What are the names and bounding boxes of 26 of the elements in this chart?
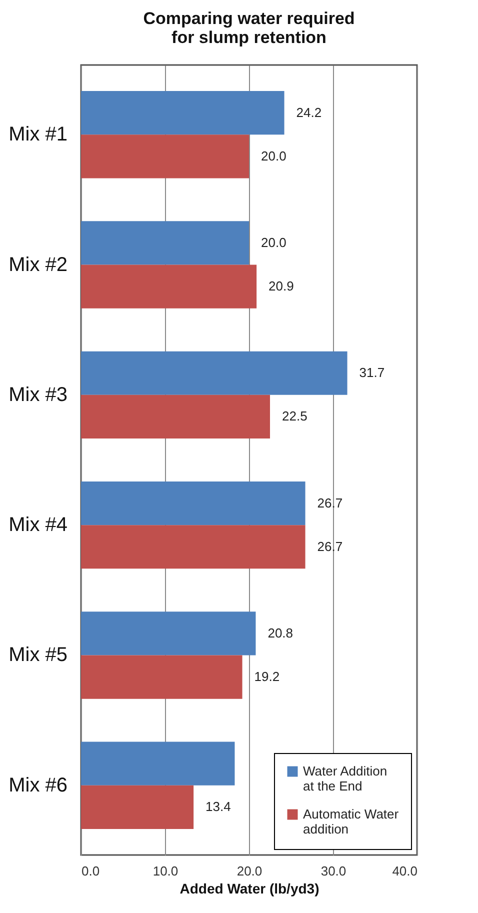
data-label: 24.2 — [296, 104, 322, 120]
legend-label: Water Addition at the End — [303, 764, 388, 794]
y-tick-label: Mix #6 — [8, 774, 68, 796]
y-tick-label: Mix #2 — [8, 254, 68, 276]
data-label: 20.0 — [261, 234, 286, 250]
x-tick-label: 10.0 — [152, 864, 178, 878]
x-axis-title: Added Water (lb/yd3) — [180, 880, 320, 896]
x-tick-label: 20.0 — [236, 864, 262, 878]
chart-title: Comparing water required for slump retention — [143, 9, 355, 47]
data-label: 22.5 — [282, 408, 308, 424]
y-tick-label: Mix #4 — [8, 514, 68, 536]
data-label: 20.8 — [268, 625, 294, 640]
y-tick-label: Mix #5 — [8, 644, 68, 666]
data-label: 20.0 — [261, 148, 286, 164]
x-tick-label: 40.0 — [392, 864, 418, 878]
x-tick-label: 30.0 — [320, 864, 346, 878]
data-label: 13.4 — [206, 799, 231, 814]
x-tick-label: 0.0 — [82, 864, 100, 878]
data-label: 20.9 — [268, 278, 294, 294]
data-label: 26.7 — [317, 495, 343, 510]
data-label: 26.7 — [317, 538, 343, 554]
y-tick-label: Mix #1 — [8, 124, 68, 146]
data-label: 19.2 — [254, 669, 280, 684]
data-label: 31.7 — [359, 365, 385, 380]
legend-label: Automatic Water addition — [303, 806, 400, 836]
y-tick-label: Mix #3 — [8, 384, 68, 406]
